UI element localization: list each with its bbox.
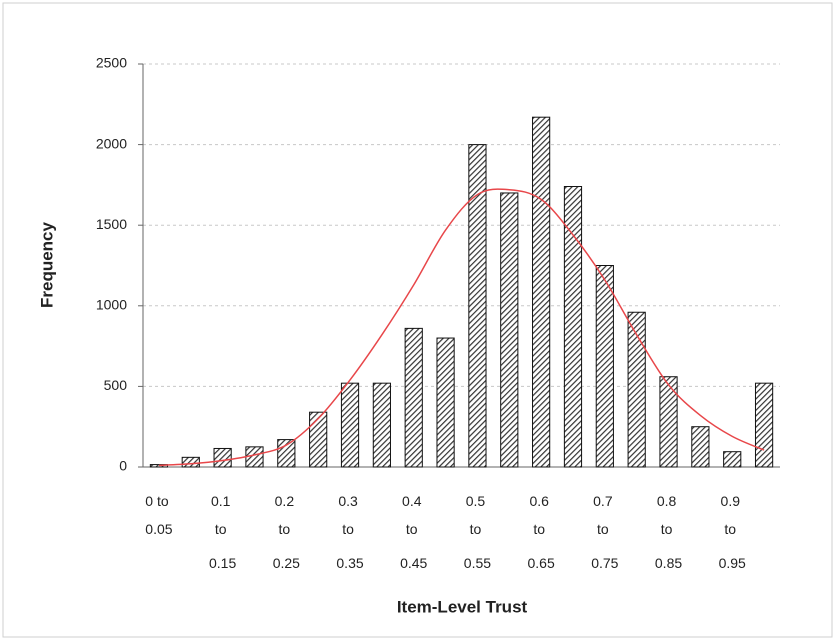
- bar: [149, 464, 169, 468]
- x-axis-label: Item-Level Trust: [397, 597, 528, 616]
- bar: [754, 382, 774, 468]
- x-tick-label: 0.4 to 0.45: [400, 493, 427, 571]
- bar: [181, 456, 200, 468]
- x-tick-label: 0.2 to 0.25: [273, 493, 300, 571]
- bar: [563, 186, 583, 468]
- y-tick-label: 2000: [96, 135, 127, 151]
- x-tick-label: 0.8 to 0.85: [655, 493, 682, 571]
- y-tick-label: 2500: [96, 55, 127, 71]
- bar: [627, 311, 646, 468]
- x-tick-label: 0.5 to 0.55: [464, 493, 491, 571]
- x-tick-label: 0.6 to 0.65: [528, 493, 555, 571]
- y-tick-label: 1500: [96, 216, 127, 232]
- bar: [532, 116, 551, 468]
- bar: [468, 144, 487, 468]
- y-tick-label: 1000: [96, 297, 127, 313]
- bar: [500, 192, 519, 468]
- y-axis-label: Frequency: [37, 221, 56, 308]
- fit-curve: [158, 188, 765, 467]
- bar: [404, 327, 423, 468]
- x-tick-label: 0.7 to 0.75: [591, 493, 618, 571]
- y-tick-label: 500: [104, 377, 128, 393]
- bar: [691, 426, 710, 468]
- x-tick-label: 0 to 0.05: [145, 493, 172, 537]
- bar: [595, 265, 614, 468]
- plot-area: [143, 64, 780, 467]
- x-tick-label: 0.3 to 0.35: [336, 493, 363, 571]
- x-tick-label: 0.1 to 0.15: [209, 493, 236, 571]
- bar: [372, 382, 391, 468]
- bar: [723, 451, 742, 468]
- y-tick-label: 0: [119, 458, 127, 474]
- bar: [277, 439, 296, 468]
- bar: [213, 447, 232, 468]
- bar: [309, 411, 328, 468]
- bar: [340, 382, 360, 468]
- bar: [436, 337, 455, 468]
- x-tick-label: 0.9 to 0.95: [719, 493, 746, 571]
- bar: [659, 376, 678, 468]
